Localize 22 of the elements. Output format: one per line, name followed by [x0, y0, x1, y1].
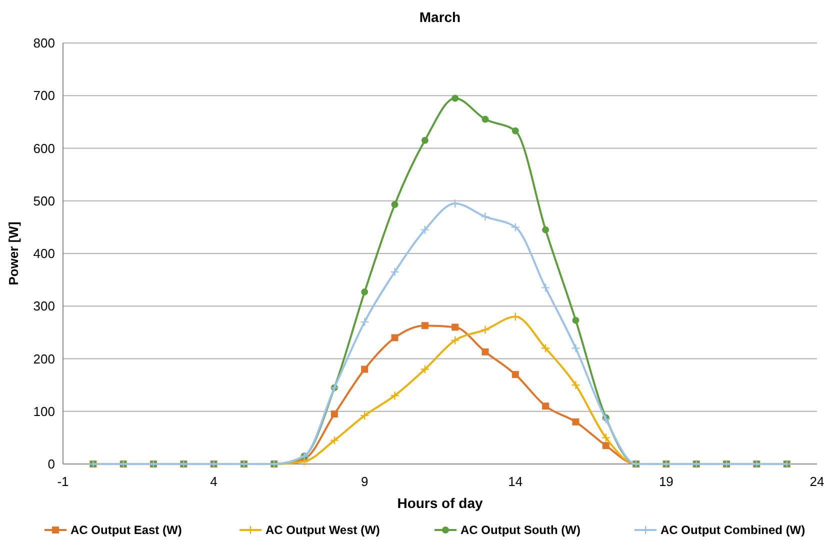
x-tick-label: 24: [810, 474, 824, 489]
chart-title: March: [419, 9, 461, 25]
legend-label: AC Output West (W): [266, 523, 380, 537]
legend-label: AC Output Combined (W): [660, 523, 806, 537]
y-tick-label: 800: [33, 36, 55, 51]
y-tick-label: 500: [33, 193, 55, 208]
y-tick-label: 700: [33, 88, 55, 104]
y-tick-label: 100: [33, 404, 55, 419]
legend-label: AC Output East (W): [70, 523, 182, 537]
y-tick-label: 0: [48, 456, 55, 472]
x-axis-title: Hours of day: [397, 495, 483, 511]
x-tick-label: 4: [210, 474, 218, 489]
legend-label: AC Output South (W): [460, 523, 580, 537]
y-tick-label: 200: [33, 351, 55, 366]
y-tick-label: 300: [33, 298, 55, 314]
y-axis-title: Power [W]: [6, 222, 21, 286]
y-tick-label: 400: [33, 246, 55, 262]
x-tick-label: -1: [57, 474, 69, 489]
x-tick-label: 14: [508, 474, 523, 489]
y-tick-label: 600: [33, 140, 55, 156]
x-tick-label: 9: [360, 474, 368, 489]
x-tick-label: 19: [658, 474, 674, 489]
